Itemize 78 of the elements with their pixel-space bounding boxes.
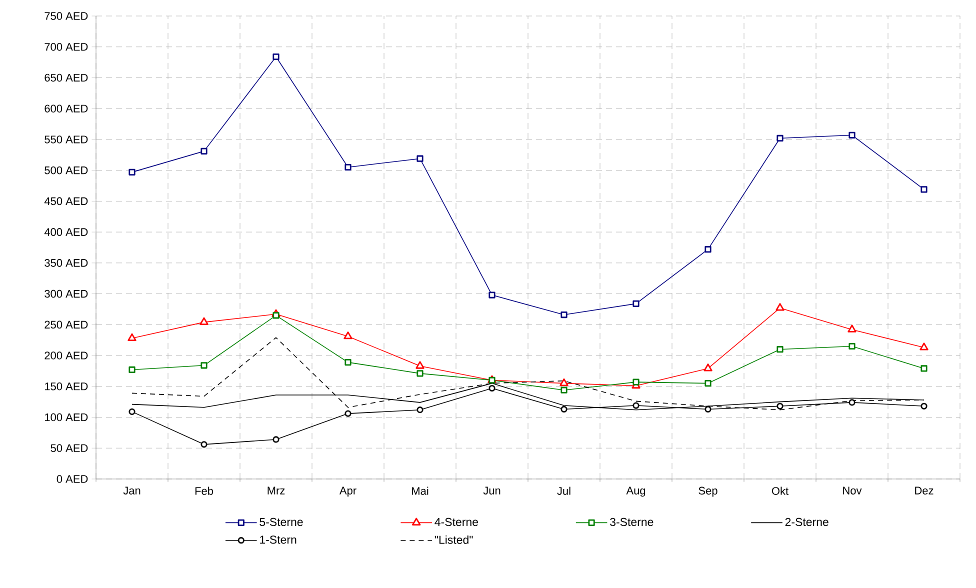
point [704,246,712,253]
y-tick-label: 350 AED [44,259,88,267]
point [704,406,712,413]
point [128,333,136,342]
legend-label: 5-Sterne [260,518,303,526]
point [272,53,280,60]
y-tick-label: 300 AED [44,290,88,298]
y-tick-label: 650 AED [44,74,88,82]
point [920,365,928,372]
point [704,364,712,372]
x-tick-label: Feb [195,486,214,495]
y-tick-label: 500 AED [44,166,88,174]
x-tick-label: Okt [772,486,788,495]
point [200,148,208,154]
point [488,292,496,298]
point [632,402,640,409]
legend-label: 2-Sterne [785,518,828,526]
y-tick-label: 50 AED [50,444,88,452]
point [560,386,568,394]
point [200,362,208,369]
y-tick-label: 0 AED [56,475,88,483]
y-tick-label: 750 AED [44,12,88,20]
x-tick-label: Sep [698,486,718,497]
point [344,410,352,417]
y-tick-label: 100 AED [45,413,88,422]
point [776,402,784,410]
point [920,402,928,410]
point [848,399,856,406]
x-tick-label: Dez [915,486,934,494]
legend-label: 3-Sterne [610,518,654,526]
point [848,324,856,332]
point [128,366,136,374]
point [704,380,712,387]
point [920,342,928,350]
x-tick-label: Jan [123,486,140,494]
y-tick-label: 550 AED [44,136,88,144]
point [776,303,784,311]
legend-label: "Listed" [434,535,473,544]
point [416,406,424,414]
point [560,406,568,413]
point [776,134,784,142]
point [560,378,568,386]
point [848,132,856,138]
y-tick-label: 200 AED [44,352,88,360]
point [632,378,640,386]
point [344,164,352,171]
point [920,186,928,193]
y-tick-label: 400 AED [44,228,88,236]
x-tick-label: Mai [412,486,428,495]
x-tick-label: Mrz [268,486,285,494]
point [344,359,352,366]
x-tick-label: Apr [339,486,356,497]
point [416,155,424,162]
x-tick-label: Aug [626,486,646,497]
x-tick-label: Jun [483,486,500,494]
point [128,168,136,176]
y-tick-label: 250 AED [44,320,88,329]
legend-label: 4-Sterne [434,518,478,526]
point [416,370,424,377]
point [128,408,136,415]
point [200,317,208,325]
x-tick-label: Nov [843,486,862,494]
y-tick-label: 450 AED [44,197,88,206]
point [200,441,208,448]
point [560,311,568,318]
x-tick-label: Jul [557,486,570,495]
point [272,436,280,443]
legend-label: 1-Stern [260,536,296,544]
y-tick-label: 150 AED [45,382,88,390]
y-tick-label: 700 AED [44,42,88,51]
y-tick-label: 600 AED [44,104,88,112]
point [344,331,352,340]
point [848,342,856,350]
point [272,312,280,319]
point [416,361,424,369]
point [632,300,640,307]
point [488,384,496,392]
point [776,346,784,353]
